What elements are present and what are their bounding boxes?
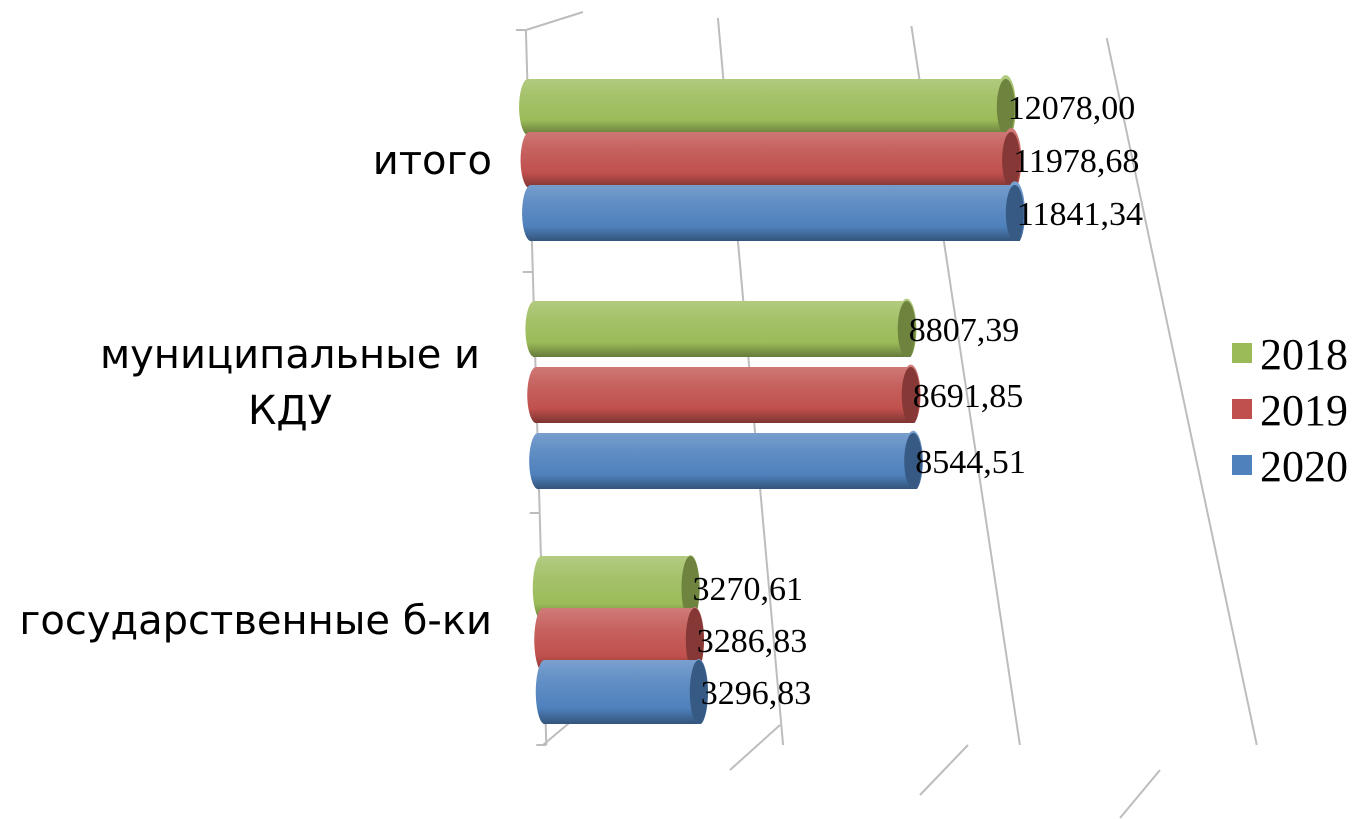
legend-item-2019: 2019: [1232, 386, 1348, 435]
bar-2020-государственные-б-ки: [535, 659, 709, 725]
value-label-2018-государственные-б-ки: 3270,61: [693, 571, 804, 608]
legend-item-2018: 2018: [1232, 330, 1348, 379]
bar-body: [534, 607, 705, 673]
bar-end-cap: [689, 660, 708, 724]
bar-body: [529, 430, 923, 490]
bar-2018-итого: [519, 75, 1017, 136]
bar-2019-государственные-б-ки: [534, 607, 705, 673]
bar-end-cap: [681, 556, 700, 620]
bar-2018-муниципальные-и-кду: [525, 298, 917, 358]
legend-label: 2019: [1260, 386, 1348, 435]
bar-body: [527, 364, 921, 424]
value-label-2018-итого: 12078,00: [1008, 90, 1136, 127]
value-label-2020-итого: 11841,34: [1017, 196, 1143, 233]
bar-end-cap: [685, 608, 704, 672]
category-label-муниципальные-и-кду: муниципальные и КДУ: [100, 332, 480, 434]
chart-legend: 2018 2019 2020: [1232, 330, 1348, 491]
legend-item-2020: 2020: [1232, 442, 1348, 491]
bar-end-cap: [901, 367, 920, 423]
floor-depth-line: [919, 744, 969, 796]
bar-body: [519, 75, 1017, 136]
value-label-2020-муниципальные-и-кду: 8544,51: [915, 444, 1025, 481]
value-labels: 12078,00 11978,68 11841,34 8807,39 8691,85 85…: [693, 90, 1144, 712]
legend-swatch: [1232, 343, 1252, 363]
category-label-государственные-б-ки: государственные б-ки: [19, 598, 492, 644]
floor-depth-line: [729, 724, 781, 771]
value-label-2019-итого: 11978,68: [1013, 143, 1139, 180]
bar-body: [522, 181, 1026, 242]
bar-body: [520, 128, 1022, 189]
bar-2018-государственные-б-ки: [532, 555, 700, 621]
bar-2019-муниципальные-и-кду: [527, 364, 921, 424]
category-label-line: государственные б-ки: [19, 598, 492, 644]
bar-body: [532, 555, 700, 621]
bar-2020-итого: [522, 181, 1026, 242]
bar-2019-итого: [520, 128, 1022, 189]
bar-body: [525, 298, 917, 358]
axis-top-edge: [525, 11, 584, 31]
value-label-2018-муниципальные-и-кду: 8807,39: [909, 312, 1020, 349]
category-label-итого: итого: [373, 138, 492, 184]
category-label-line: итого: [373, 138, 492, 184]
bar-body: [535, 659, 709, 725]
chart-bars: [519, 75, 1026, 725]
bar-end-cap: [1002, 132, 1021, 188]
legend-swatch: [1232, 455, 1252, 475]
bar-end-cap: [1005, 185, 1024, 241]
category-labels: итого муниципальные и КДУ государственные б…: [19, 138, 492, 644]
bar-end-cap: [904, 433, 923, 489]
legend-swatch: [1232, 399, 1252, 419]
value-gridline: [1105, 37, 1258, 746]
legend-label: 2018: [1260, 330, 1348, 379]
bar-end-cap: [996, 79, 1015, 135]
category-label-line: КДУ: [248, 388, 332, 434]
category-label-line: муниципальные и: [100, 332, 480, 378]
value-label-2019-государственные-б-ки: 3286,83: [697, 623, 808, 660]
legend-label: 2020: [1260, 442, 1348, 491]
value-label-2020-государственные-б-ки: 3296,83: [701, 675, 812, 712]
bar-end-cap: [897, 301, 916, 357]
floor-depth-line: [1119, 769, 1161, 819]
value-label-2019-муниципальные-и-кду: 8691,85: [913, 378, 1024, 415]
bar-2020-муниципальные-и-кду: [529, 430, 923, 490]
